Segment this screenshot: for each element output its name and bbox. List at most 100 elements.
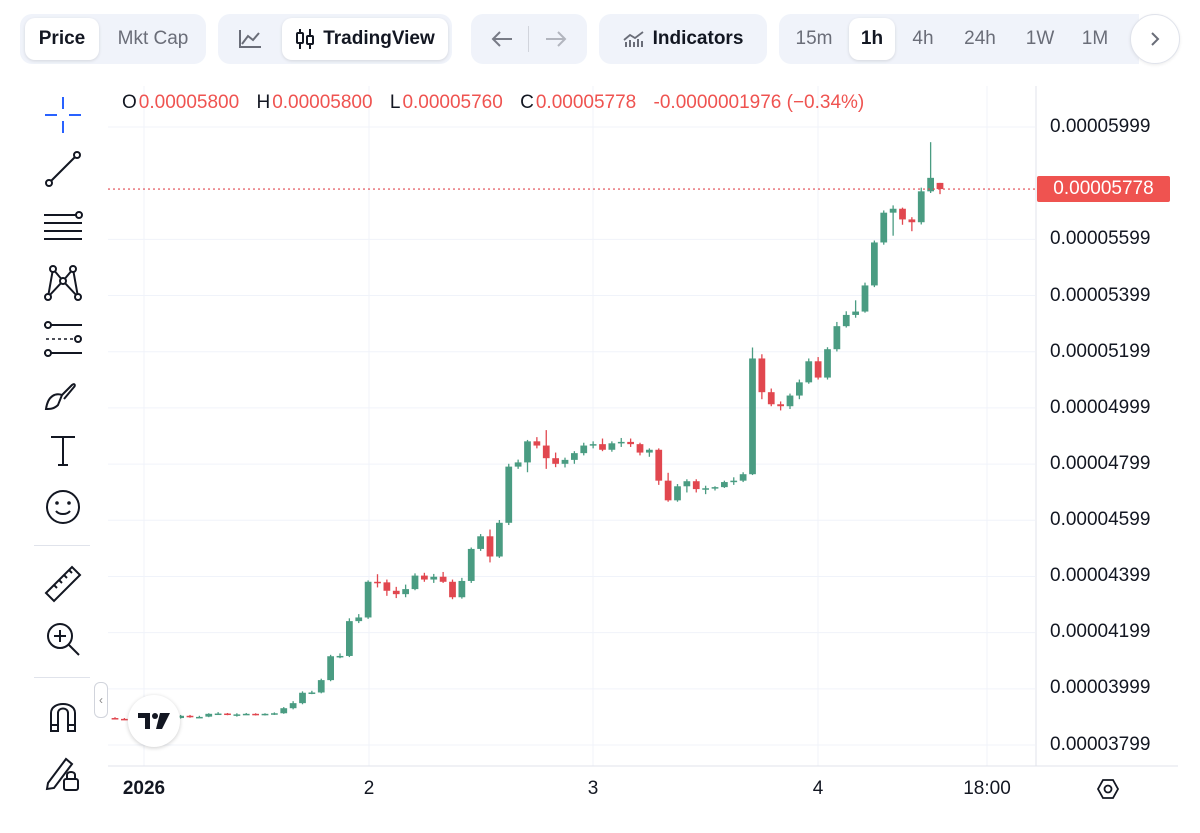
candle-up — [683, 481, 691, 487]
candle-up — [477, 536, 484, 549]
candle-down — [186, 715, 194, 718]
candle-down — [252, 713, 259, 716]
forecast-tool[interactable] — [38, 317, 88, 361]
candle-up — [242, 713, 250, 716]
line-chart-button[interactable] — [224, 18, 276, 60]
candle-up — [299, 692, 306, 704]
candle-series — [111, 142, 944, 722]
candle-up — [711, 487, 719, 489]
low-key: L — [389, 92, 401, 113]
mktcap-mode-button[interactable]: Mkt Cap — [117, 28, 189, 49]
candle-up — [796, 382, 803, 396]
candle-up — [261, 713, 269, 716]
time-tick: 3 — [587, 778, 599, 799]
interval-24h-button[interactable]: 24h — [964, 28, 996, 49]
time-tick-year: 2026 — [122, 778, 166, 799]
candle-down — [599, 444, 606, 450]
time-tick: 4 — [812, 778, 824, 799]
interval-4h-button[interactable]: 4h — [912, 28, 934, 49]
tradingview-label: TradingView — [323, 28, 435, 49]
candle-up — [608, 443, 616, 450]
pattern-tool[interactable] — [38, 261, 88, 305]
interval-15m-button[interactable]: 15m — [795, 28, 833, 49]
price-tick: 0.00004599 — [1050, 509, 1151, 530]
candle-up — [927, 177, 934, 192]
candle-down — [121, 718, 128, 721]
candle-up — [580, 445, 588, 454]
candle-up — [364, 581, 372, 618]
candle-up — [739, 474, 747, 481]
history-divider — [528, 26, 529, 52]
high-value: 0.00005800 — [272, 92, 373, 113]
candle-down — [899, 208, 906, 220]
candle-down — [655, 449, 663, 481]
candle-up — [317, 680, 325, 693]
top-toolbar: Price Mkt Cap TradingView Indi — [0, 0, 1200, 80]
candle-up — [880, 212, 888, 243]
scroll-right-button[interactable] — [1130, 14, 1180, 64]
chevron-left-icon: ‹ — [99, 693, 103, 707]
fib-retracement-tool[interactable] — [38, 205, 88, 249]
candle-up — [571, 453, 578, 460]
trend-line-tool[interactable] — [38, 147, 88, 191]
chart-settings-button[interactable] — [1096, 777, 1120, 806]
interval-1h-button[interactable]: 1h — [849, 18, 895, 60]
lock-drawings-tool[interactable] — [38, 751, 88, 795]
last-price-label: 0.00005778 — [1037, 176, 1170, 202]
candle-up — [786, 395, 794, 407]
text-tool[interactable] — [38, 429, 88, 473]
emoji-tool[interactable] — [38, 485, 88, 529]
crosshair-icon — [45, 97, 81, 133]
candle-down — [767, 392, 775, 405]
candle-down — [758, 358, 766, 393]
brush-tool[interactable] — [38, 373, 88, 417]
interval-1w-button[interactable]: 1W — [1025, 28, 1055, 49]
collapse-toolbar-button[interactable]: ‹ — [94, 682, 108, 718]
xabcd-pattern-icon — [44, 265, 82, 301]
price-tick: 0.00005599 — [1050, 228, 1151, 249]
indicators-button[interactable]: Indicators — [603, 18, 763, 60]
line-chart-icon — [237, 28, 263, 50]
indicators-icon — [623, 30, 645, 48]
chart-grid — [108, 86, 1035, 766]
price-tick: 0.00005999 — [1050, 116, 1151, 137]
candle-up — [871, 242, 878, 286]
redo-button[interactable] — [531, 18, 581, 60]
settings-hexagon-icon — [1096, 779, 1120, 799]
chart-style-group: TradingView — [218, 14, 452, 64]
ruler-icon — [44, 565, 82, 603]
candle-up — [355, 617, 363, 622]
candle-down — [392, 590, 400, 595]
candle-up — [233, 714, 241, 716]
zoom-tool[interactable] — [38, 617, 88, 661]
undo-button[interactable] — [477, 18, 527, 60]
candlestick-icon — [295, 28, 315, 50]
price-tick: 0.00003799 — [1050, 734, 1151, 755]
open-value: 0.00005800 — [138, 92, 240, 113]
magnet-tool[interactable] — [38, 693, 88, 737]
candle-down — [533, 441, 541, 446]
candle-up — [852, 311, 859, 315]
crosshair-tool[interactable] — [38, 93, 88, 137]
price-mode-button[interactable]: Price — [25, 18, 99, 60]
chevron-right-icon — [1151, 32, 1160, 46]
close-value: 0.00005778 — [535, 92, 637, 113]
price-tick: 0.00005199 — [1050, 341, 1151, 362]
chart-mode-group: Price Mkt Cap — [20, 14, 206, 64]
candle-down — [552, 458, 559, 464]
drawing-toolbar — [0, 85, 120, 833]
candle-up — [842, 314, 850, 327]
candle-down — [777, 404, 784, 407]
candle-up — [861, 285, 869, 312]
interval-1m-button[interactable]: 1M — [1081, 28, 1109, 49]
candle-down — [111, 718, 119, 720]
price-tick: 0.00004199 — [1050, 621, 1151, 642]
tradingview-chart-button[interactable]: TradingView — [282, 18, 448, 60]
candle-up — [505, 466, 513, 523]
tradingview-logo[interactable] — [128, 695, 180, 747]
measure-tool[interactable] — [38, 561, 88, 605]
candle-up — [524, 441, 531, 463]
horizontal-lines-icon — [44, 211, 83, 240]
candle-up — [674, 486, 681, 501]
